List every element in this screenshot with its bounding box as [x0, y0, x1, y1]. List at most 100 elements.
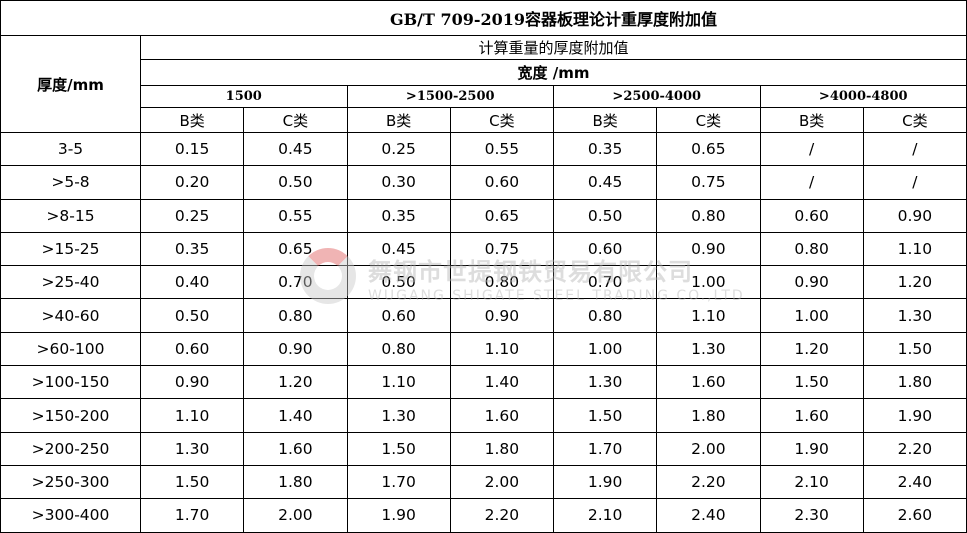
value-cell: 1.40 [449, 365, 555, 400]
value-cell: / [759, 131, 864, 167]
value-cell: 1.50 [552, 398, 658, 433]
value-cell: 0.45 [346, 231, 451, 267]
value-cell: 0.80 [552, 298, 658, 333]
table-row: >8-15 0.25 0.55 0.35 0.65 0.50 0.80 0.60 0.90 [0, 198, 967, 233]
class-header: C类 [656, 107, 761, 133]
width-group-header: 1500 [140, 85, 348, 108]
thickness-cell: >15-25 [0, 231, 141, 267]
value-cell: 0.60 [759, 198, 864, 233]
thickness-cell: >200-250 [0, 431, 141, 466]
table-row: 3-5 0.15 0.45 0.25 0.55 0.35 0.65// [0, 131, 967, 167]
thickness-cell: >100-150 [0, 365, 141, 400]
value-cell: 1.80 [243, 464, 348, 500]
value-cell: 1.90 [346, 498, 451, 533]
value-cell: 2.30 [759, 498, 864, 533]
value-cell: 0.45 [243, 131, 348, 167]
value-cell: 2.00 [656, 431, 761, 466]
value-cell: 0.80 [759, 231, 864, 267]
value-cell: 0.90 [243, 331, 348, 367]
value-cell: 0.25 [346, 131, 451, 167]
value-cell: 0.75 [656, 165, 761, 200]
value-cell: 1.80 [449, 431, 555, 466]
table-row: >5-8 0.20 0.50 0.30 0.60 0.45 0.75// [0, 165, 967, 200]
value-cell: 1.90 [862, 398, 967, 433]
value-cell: 1.70 [346, 464, 451, 500]
value-cell: 0.60 [449, 165, 555, 200]
thickness-cell: >25-40 [0, 265, 141, 300]
table-row: >40-60 0.50 0.80 0.60 0.90 0.80 1.10 1.00 1.30 [0, 298, 967, 333]
table-row: >60-100 0.60 0.90 0.80 1.10 1.00 1.30 1.20 1.50 [0, 331, 967, 367]
value-cell: 1.10 [656, 298, 761, 333]
value-cell: 0.70 [552, 265, 658, 300]
thickness-cell: >5-8 [0, 165, 141, 200]
thickness-cell: >150-200 [0, 398, 141, 433]
value-cell: 0.70 [243, 265, 348, 300]
value-cell: 0.90 [759, 265, 864, 300]
value-cell: 1.10 [862, 231, 967, 267]
value-cell: 0.65 [243, 231, 348, 267]
value-cell: 1.00 [656, 265, 761, 300]
value-cell: 1.10 [139, 398, 245, 433]
value-cell: 1.50 [759, 365, 864, 400]
value-cell: 1.30 [552, 365, 658, 400]
class-header: C类 [449, 107, 555, 133]
thickness-cell: 3-5 [0, 131, 141, 167]
thickness-header: 厚度/mm [0, 35, 141, 133]
value-cell: 1.60 [243, 431, 348, 466]
width-group-header: >2500-4000 [553, 85, 761, 108]
value-cell: 1.10 [449, 331, 555, 367]
value-cell: 1.30 [346, 398, 451, 433]
value-cell: 2.20 [656, 464, 761, 500]
value-cell: 2.20 [449, 498, 555, 533]
table-row: >25-40 0.40 0.70 0.50 0.80 0.70 1.00 0.90 1.20 [0, 265, 967, 300]
width-group-header: >1500-2500 [346, 85, 554, 108]
class-header: B类 [139, 107, 245, 133]
table-title: GB/T 709-2019容器板理论计重厚度附加值 [0, 0, 967, 36]
value-cell: / [862, 165, 967, 200]
value-cell: 0.35 [552, 131, 658, 167]
value-cell: 1.90 [759, 431, 864, 466]
class-header: C类 [862, 107, 967, 133]
value-cell: 0.45 [552, 165, 658, 200]
value-cell: 0.80 [449, 265, 555, 300]
value-cell: 1.60 [656, 365, 761, 400]
table-row: >15-25 0.35 0.65 0.45 0.75 0.60 0.90 0.80 1.10 [0, 231, 967, 267]
value-cell: 0.20 [139, 165, 245, 200]
value-cell: 0.55 [449, 131, 555, 167]
value-cell: 1.60 [449, 398, 555, 433]
class-header: B类 [759, 107, 864, 133]
value-cell: 0.50 [552, 198, 658, 233]
value-cell: 1.30 [862, 298, 967, 333]
value-cell: 1.90 [552, 464, 658, 500]
value-cell: 0.60 [552, 231, 658, 267]
value-cell: 2.40 [656, 498, 761, 533]
table-row: >300-400 1.70 2.00 1.90 2.20 2.10 2.40 2.30 2.60 [0, 498, 967, 533]
value-cell: 0.90 [656, 231, 761, 267]
value-cell: 0.50 [243, 165, 348, 200]
value-cell: 2.60 [862, 498, 967, 533]
width-group-header: >4000-4800 [759, 85, 967, 108]
value-cell: 2.20 [862, 431, 967, 466]
value-cell: 1.50 [862, 331, 967, 367]
value-cell: 0.35 [346, 198, 451, 233]
value-cell: 1.00 [759, 298, 864, 333]
value-cell: 0.60 [346, 298, 451, 333]
value-cell: 1.20 [759, 331, 864, 367]
value-cell: 1.20 [243, 365, 348, 400]
value-cell: 0.65 [656, 131, 761, 167]
value-cell: 1.30 [656, 331, 761, 367]
value-cell: 0.30 [346, 165, 451, 200]
value-cell: 0.65 [449, 198, 555, 233]
value-cell: 1.70 [552, 431, 658, 466]
value-cell: / [759, 165, 864, 200]
table-row: >200-250 1.30 1.60 1.50 1.80 1.70 2.00 1.90 2.20 [0, 431, 967, 466]
value-cell: 0.80 [243, 298, 348, 333]
class-header: C类 [243, 107, 348, 133]
thickness-cell: >250-300 [0, 464, 141, 500]
value-cell: 0.55 [243, 198, 348, 233]
class-header: B类 [552, 107, 658, 133]
value-cell: 0.50 [139, 298, 245, 333]
value-cell: 1.80 [656, 398, 761, 433]
value-cell: 0.60 [139, 331, 245, 367]
